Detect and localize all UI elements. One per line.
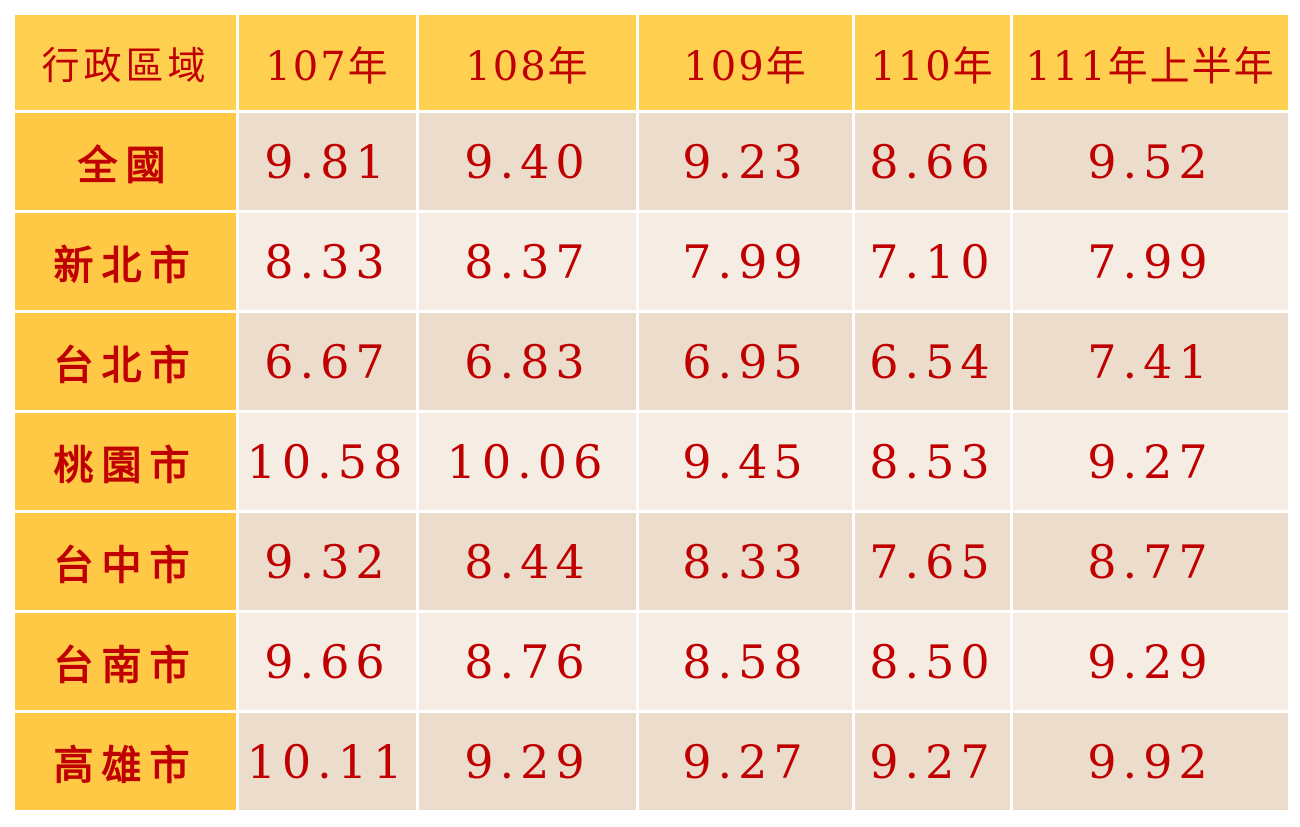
value-cell: 9.52 — [1010, 110, 1291, 213]
value-cell: 7.41 — [1010, 310, 1291, 413]
value-cell: 9.27 — [1010, 410, 1291, 513]
table-row: 新北市 8.33 8.37 7.99 7.10 7.99 — [12, 210, 1291, 313]
header-cell-110: 110年 — [852, 12, 1013, 113]
value-cell: 8.66 — [852, 110, 1013, 213]
table-body: 全國 9.81 9.40 9.23 8.66 9.52 新北市 8.33 8.3… — [12, 110, 1291, 813]
table-header: 行政區域 107年 108年 109年 110年 111年上半年 — [12, 12, 1291, 113]
table-row: 全國 9.81 9.40 9.23 8.66 9.52 — [12, 110, 1291, 213]
value-cell: 9.45 — [636, 410, 855, 513]
table-row: 台北市 6.67 6.83 6.95 6.54 7.41 — [12, 310, 1291, 413]
region-cell: 桃園市 — [12, 410, 239, 513]
value-cell: 9.66 — [236, 610, 419, 713]
data-table: 行政區域 107年 108年 109年 110年 111年上半年 全國 9.81… — [12, 12, 1291, 813]
value-cell: 9.23 — [636, 110, 855, 213]
value-cell: 9.29 — [416, 710, 639, 813]
value-cell: 6.83 — [416, 310, 639, 413]
header-cell-region: 行政區域 — [12, 12, 239, 113]
value-cell: 9.40 — [416, 110, 639, 213]
table-row: 桃園市 10.58 10.06 9.45 8.53 9.27 — [12, 410, 1291, 513]
header-cell-108: 108年 — [416, 12, 639, 113]
table-row: 台南市 9.66 8.76 8.58 8.50 9.29 — [12, 610, 1291, 713]
value-cell: 10.11 — [236, 710, 419, 813]
value-cell: 8.76 — [416, 610, 639, 713]
region-cell: 台南市 — [12, 610, 239, 713]
value-cell: 6.67 — [236, 310, 419, 413]
value-cell: 7.65 — [852, 510, 1013, 613]
value-cell: 6.95 — [636, 310, 855, 413]
value-cell: 8.44 — [416, 510, 639, 613]
value-cell: 10.06 — [416, 410, 639, 513]
region-cell: 新北市 — [12, 210, 239, 313]
region-cell: 全國 — [12, 110, 239, 213]
value-cell: 8.37 — [416, 210, 639, 313]
header-cell-109: 109年 — [636, 12, 855, 113]
value-cell: 7.10 — [852, 210, 1013, 313]
value-cell: 10.58 — [236, 410, 419, 513]
value-cell: 9.27 — [852, 710, 1013, 813]
value-cell: 8.58 — [636, 610, 855, 713]
value-cell: 6.54 — [852, 310, 1013, 413]
header-cell-111h1: 111年上半年 — [1010, 12, 1291, 113]
value-cell: 9.29 — [1010, 610, 1291, 713]
value-cell: 8.50 — [852, 610, 1013, 713]
value-cell: 8.33 — [236, 210, 419, 313]
value-cell: 8.33 — [636, 510, 855, 613]
value-cell: 9.81 — [236, 110, 419, 213]
header-cell-107: 107年 — [236, 12, 419, 113]
value-cell: 8.77 — [1010, 510, 1291, 613]
value-cell: 8.53 — [852, 410, 1013, 513]
table-row: 台中市 9.32 8.44 8.33 7.65 8.77 — [12, 510, 1291, 613]
region-cell: 台中市 — [12, 510, 239, 613]
value-cell: 7.99 — [636, 210, 855, 313]
region-cell: 高雄市 — [12, 710, 239, 813]
region-cell: 台北市 — [12, 310, 239, 413]
value-cell: 9.27 — [636, 710, 855, 813]
table-row: 高雄市 10.11 9.29 9.27 9.27 9.92 — [12, 710, 1291, 813]
data-table-container: 行政區域 107年 108年 109年 110年 111年上半年 全國 9.81… — [12, 12, 1291, 813]
header-row: 行政區域 107年 108年 109年 110年 111年上半年 — [12, 12, 1291, 113]
value-cell: 9.92 — [1010, 710, 1291, 813]
value-cell: 7.99 — [1010, 210, 1291, 313]
value-cell: 9.32 — [236, 510, 419, 613]
